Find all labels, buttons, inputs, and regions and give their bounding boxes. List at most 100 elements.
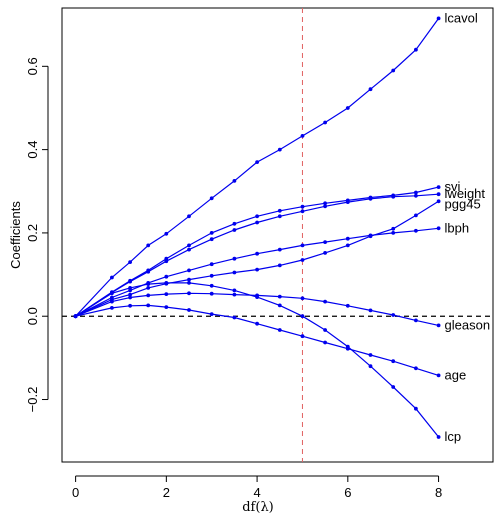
data-point-lcp bbox=[146, 282, 151, 286]
data-point-age bbox=[128, 303, 133, 308]
data-point-lcavol bbox=[414, 47, 418, 52]
data-point-lbph bbox=[368, 233, 373, 238]
data-point-pgg45 bbox=[232, 270, 237, 275]
data-point-lcavol bbox=[110, 275, 114, 280]
y-tick-label: 0.4 bbox=[25, 141, 40, 159]
series-gleason: gleason bbox=[73, 291, 490, 332]
reference-lines bbox=[62, 8, 493, 462]
series-label-age: age bbox=[445, 367, 467, 382]
series-label-lbph: lbph bbox=[445, 220, 470, 235]
data-point-pgg45 bbox=[345, 243, 350, 248]
data-point-lcp bbox=[128, 286, 133, 290]
data-point-age bbox=[277, 328, 282, 332]
data-point-gleason bbox=[436, 323, 441, 328]
data-point-gleason bbox=[110, 299, 114, 304]
y-tick-label: 0.6 bbox=[25, 57, 40, 75]
series-pgg45: pgg45 bbox=[73, 196, 481, 319]
data-point-age bbox=[323, 340, 327, 345]
data-point-age bbox=[110, 306, 114, 310]
data-point-lweight bbox=[368, 196, 373, 201]
data-point-pgg45 bbox=[300, 258, 305, 262]
data-point-lbph bbox=[300, 243, 305, 248]
series-label-lweight: lweight bbox=[445, 186, 486, 201]
data-point-lcp bbox=[73, 314, 78, 319]
data-point-pgg45 bbox=[128, 292, 133, 297]
x-tick-label: 6 bbox=[344, 485, 351, 500]
data-point-lbph bbox=[436, 226, 441, 231]
data-point-lweight bbox=[164, 259, 169, 264]
data-point-age bbox=[255, 321, 259, 326]
data-point-lweight bbox=[300, 209, 305, 214]
data-point-lcavol bbox=[164, 231, 169, 236]
data-point-lbph bbox=[164, 274, 169, 279]
data-point-lbph bbox=[110, 295, 114, 300]
data-point-lweight bbox=[345, 200, 350, 205]
data-point-age bbox=[232, 315, 237, 320]
data-point-gleason bbox=[187, 291, 191, 296]
data-point-pgg45 bbox=[187, 277, 191, 282]
data-point-age bbox=[187, 308, 191, 312]
series-label-lcp: lcp bbox=[445, 429, 462, 444]
data-point-age bbox=[391, 359, 396, 364]
series-lcp: lcp bbox=[73, 281, 462, 444]
data-point-pgg45 bbox=[414, 213, 418, 218]
data-point-gleason bbox=[277, 294, 282, 299]
data-point-lweight bbox=[391, 194, 396, 199]
data-point-svi bbox=[414, 190, 418, 195]
data-point-lcp bbox=[164, 281, 169, 285]
data-point-lweight bbox=[146, 269, 151, 274]
data-point-lweight bbox=[232, 228, 237, 232]
data-point-svi bbox=[323, 201, 327, 206]
series-line-lcavol bbox=[75, 18, 440, 317]
data-point-lcavol bbox=[146, 243, 151, 248]
data-point-gleason bbox=[300, 296, 305, 301]
data-point-pgg45 bbox=[209, 273, 214, 278]
data-point-lcavol bbox=[391, 68, 396, 73]
data-point-svi bbox=[300, 204, 305, 209]
series-line-age bbox=[75, 304, 439, 376]
data-point-pgg45 bbox=[146, 286, 151, 290]
data-point-gleason bbox=[323, 299, 327, 304]
data-point-svi bbox=[232, 221, 237, 226]
data-point-lbph bbox=[187, 268, 191, 273]
data-point-lweight bbox=[414, 193, 418, 198]
y-tick-label: 0.2 bbox=[25, 224, 40, 242]
data-point-lbph bbox=[345, 236, 350, 241]
axes-layer: 0 2 4 6 8 −0.2 0.0 0.2 0.4 0.6 bbox=[25, 57, 442, 500]
data-point-lcp bbox=[232, 288, 237, 293]
series-label-lcavol: lcavol bbox=[445, 10, 478, 25]
y-axis-label: Coefficients bbox=[8, 201, 23, 269]
data-point-lweight bbox=[436, 192, 441, 197]
data-point-lcavol bbox=[187, 214, 191, 219]
data-point-age bbox=[436, 373, 441, 378]
data-point-lcp bbox=[300, 314, 305, 319]
data-point-age bbox=[146, 303, 151, 308]
data-point-lweight bbox=[255, 220, 259, 225]
data-point-lbph bbox=[414, 228, 418, 233]
data-point-lcp bbox=[414, 406, 418, 411]
data-point-pgg45 bbox=[277, 263, 282, 268]
data-point-lcp bbox=[209, 283, 214, 288]
x-tick-label: 2 bbox=[163, 485, 170, 500]
data-point-gleason bbox=[209, 291, 214, 296]
data-point-svi bbox=[277, 208, 282, 213]
series-lcavol: lcavol bbox=[73, 10, 478, 319]
data-point-age bbox=[164, 305, 169, 309]
data-point-lbph bbox=[277, 247, 282, 252]
data-point-lweight bbox=[209, 237, 214, 242]
data-point-lbph bbox=[391, 231, 396, 235]
data-point-lcavol bbox=[300, 134, 305, 138]
data-point-svi bbox=[436, 185, 441, 190]
x-tick-label: 4 bbox=[253, 485, 260, 500]
data-point-age bbox=[414, 366, 418, 371]
data-point-lcp bbox=[255, 295, 259, 299]
data-point-age bbox=[368, 353, 373, 357]
data-point-pgg45 bbox=[391, 226, 396, 231]
data-point-gleason bbox=[232, 292, 237, 297]
data-point-svi bbox=[209, 231, 214, 235]
plot-frame bbox=[61, 7, 494, 463]
data-point-lcavol bbox=[436, 16, 441, 21]
data-point-lbph bbox=[232, 256, 237, 261]
data-point-gleason bbox=[414, 318, 418, 323]
